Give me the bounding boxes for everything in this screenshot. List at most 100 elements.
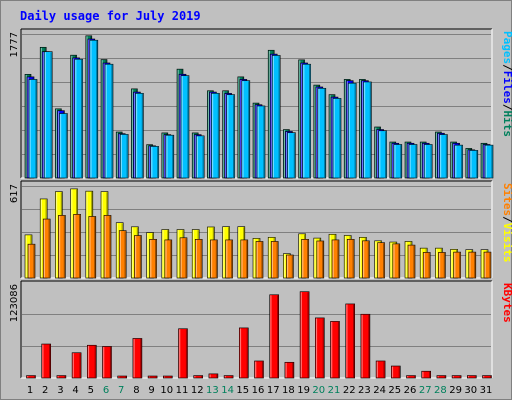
bar-highlight: [227, 95, 229, 178]
bar-highlight: [376, 361, 378, 378]
bar-kbytes-day-25: [390, 365, 401, 379]
legend-part: /: [501, 64, 512, 71]
bar-highlight: [346, 304, 348, 378]
bar-sites-day-26: [407, 244, 416, 279]
bar-shadow: [293, 133, 295, 178]
bar-body: [377, 242, 385, 279]
bar-body: [287, 132, 296, 179]
day-label-21: 21: [328, 385, 341, 396]
bar-body: [436, 375, 447, 379]
bar-highlight: [314, 238, 316, 278]
bar-kbytes-day-5: [87, 344, 97, 379]
bar-body: [194, 239, 203, 279]
bar-sites-day-14: [225, 239, 233, 279]
bar-shadow: [307, 239, 309, 278]
bar-highlight: [147, 145, 149, 178]
bar-highlight: [390, 242, 392, 278]
bar-kbytes-day-2: [41, 343, 52, 379]
bar-shadow: [124, 231, 126, 278]
bar-highlight: [179, 329, 181, 378]
bar-body: [347, 82, 357, 179]
bar-pages-day-20: [317, 87, 327, 179]
bar-shadow: [278, 56, 280, 178]
bar-body: [71, 352, 82, 379]
bar-highlight: [331, 322, 333, 378]
bar-highlight: [253, 103, 255, 178]
day-label-11: 11: [176, 385, 189, 396]
bar-highlight: [485, 145, 487, 178]
bar-highlight: [484, 252, 486, 278]
bar-highlight: [483, 376, 485, 378]
bar-highlight: [134, 92, 136, 178]
bar-shadow: [474, 376, 476, 378]
bar-kbytes-day-6: [102, 346, 112, 379]
bar-kbytes-day-23: [360, 313, 371, 379]
bar-kbytes-day-26: [406, 375, 416, 379]
bar-body: [88, 216, 97, 279]
bar-shadow: [231, 376, 233, 378]
bar-pages-day-18: [287, 132, 296, 179]
day-label-23: 23: [358, 385, 371, 396]
bar-shadow: [339, 98, 341, 178]
bar-shadow: [461, 145, 463, 178]
bar-highlight: [314, 85, 316, 178]
bar-highlight: [347, 239, 349, 278]
bar-highlight: [302, 239, 304, 278]
bar-highlight: [470, 150, 472, 178]
day-label-31: 31: [480, 385, 493, 396]
bar-shadow: [125, 376, 127, 378]
bar-highlight: [56, 192, 58, 278]
bar-highlight: [194, 135, 196, 178]
bar-shadow: [140, 339, 142, 378]
bar-highlight: [394, 145, 396, 178]
bar-highlight: [284, 130, 286, 178]
day-label-25: 25: [388, 385, 401, 396]
bar-highlight: [453, 143, 455, 178]
day-label-18: 18: [282, 385, 295, 396]
bar-body: [208, 373, 219, 379]
bar-highlight: [378, 243, 380, 278]
bar-pages-day-28: [439, 134, 448, 179]
bar-highlight: [466, 250, 468, 278]
bar-highlight: [348, 83, 350, 178]
bar-pages-day-26: [408, 144, 418, 179]
day-label-28: 28: [434, 385, 447, 396]
bar-sites-day-28: [438, 252, 446, 279]
bar-kbytes-day-20: [314, 317, 325, 379]
bar-highlight: [133, 339, 135, 378]
bar-shadow: [400, 145, 402, 178]
bar-pages-day-15: [241, 80, 251, 179]
bar-body: [27, 243, 36, 279]
bar-body: [302, 63, 311, 179]
bar-shadow: [261, 361, 264, 378]
bar-highlight: [132, 227, 134, 278]
bar-highlight: [132, 89, 134, 178]
bar-sites-day-30: [468, 251, 477, 279]
bar-highlight: [318, 88, 320, 178]
bar-highlight: [74, 214, 76, 278]
bar-highlight: [147, 233, 149, 278]
bar-shadow: [369, 82, 371, 178]
bar-shadow: [64, 376, 66, 378]
bar-shadow: [324, 88, 326, 178]
bar-body: [73, 214, 81, 279]
bar-highlight: [272, 56, 274, 178]
day-label-12: 12: [191, 385, 204, 396]
bar-body: [147, 375, 158, 379]
bar-highlight: [223, 227, 225, 278]
bar-highlight: [467, 376, 470, 378]
panel-legend: KBytes: [501, 283, 512, 323]
bar-highlight: [209, 374, 211, 378]
bar-shadow: [94, 217, 96, 278]
bar-highlight: [162, 230, 164, 278]
bar-kbytes-day-18: [284, 361, 295, 379]
bar-highlight: [162, 133, 164, 178]
day-label-26: 26: [404, 385, 417, 396]
bar-highlight: [103, 347, 105, 378]
bar-sites-day-6: [103, 215, 112, 279]
bar-shadow: [233, 95, 235, 178]
bar-highlight: [136, 93, 138, 178]
bar-highlight: [317, 241, 319, 278]
bar-shadow: [354, 83, 356, 178]
bar-highlight: [116, 132, 118, 178]
